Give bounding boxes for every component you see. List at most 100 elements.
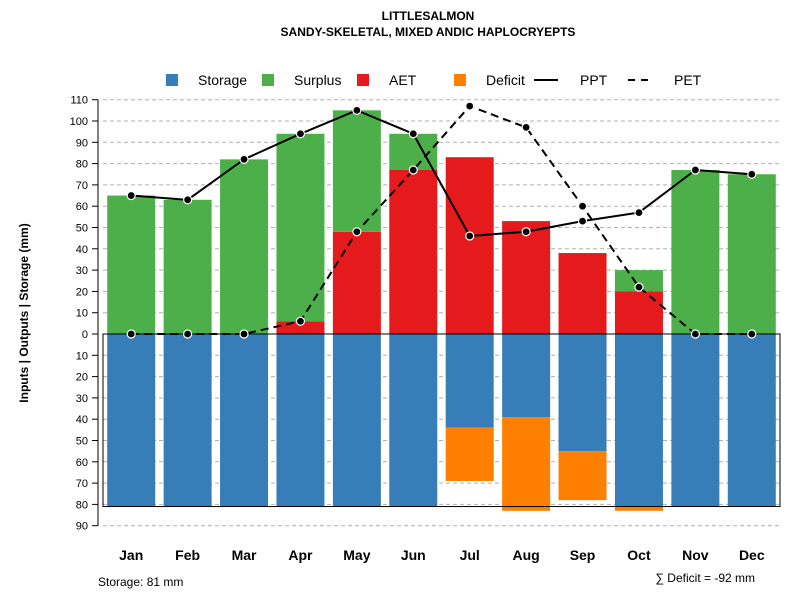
y-tick-label: 50: [76, 223, 88, 235]
pet-point: [239, 329, 249, 339]
aet-bar: [502, 221, 551, 334]
y-tick-label: 30: [76, 265, 88, 277]
ppt-point: [239, 154, 249, 164]
y-tick-label: 80: [76, 159, 88, 171]
legend-swatch: [166, 74, 178, 86]
storage-bar: [558, 334, 607, 452]
storage-bar: [332, 334, 381, 507]
legend-item: Surplus: [262, 72, 341, 88]
x-tick-label: Aug: [513, 547, 540, 563]
surplus-bar: [220, 159, 269, 334]
ppt-point: [747, 169, 757, 179]
legend-item: Deficit: [454, 72, 525, 88]
storage-bar: [727, 334, 776, 507]
axes: 0 10 20 30 40 50 60 70 80 90 100 110 10 20 30 40 50 60 70 8…: [70, 95, 765, 563]
y-tick-label: 100: [70, 116, 88, 128]
surplus-bar: [332, 110, 381, 232]
legend-label: AET: [389, 72, 417, 88]
pet-point: [634, 282, 644, 292]
ppt-point: [465, 231, 475, 241]
ppt-point: [690, 165, 700, 175]
y-tick-label: 40: [76, 414, 88, 426]
ppt-point: [126, 190, 136, 201]
legend-item: Storage: [166, 72, 247, 88]
y-tick-label: 30: [76, 393, 88, 405]
x-tick-label: Nov: [682, 547, 709, 563]
deficit-bar: [558, 451, 607, 501]
storage-bar: [276, 334, 325, 507]
y-tick-label: 70: [76, 478, 88, 490]
y-tick-label: 20: [76, 372, 88, 384]
gridlines: [103, 99, 780, 527]
pet-point: [352, 227, 362, 237]
aet-bar: [614, 291, 663, 334]
y-tick-label: 60: [76, 457, 88, 469]
chart-title: LITTLESALMON: [382, 9, 475, 23]
storage-bar: [220, 334, 269, 507]
x-tick-label: Jul: [460, 547, 480, 563]
legend-swatch: [357, 74, 369, 86]
storage-bar: [502, 334, 551, 418]
y-axis-label: Inputs | Outputs | Storage (mm): [17, 223, 31, 402]
ppt-line: [131, 109, 752, 238]
aet-bar: [558, 253, 607, 334]
bars: [102, 110, 781, 511]
ppt-point: [183, 195, 193, 205]
legend-swatch: [262, 74, 274, 86]
pet-point: [747, 329, 757, 339]
x-tick-label: Jan: [119, 547, 143, 563]
ppt-point: [295, 129, 306, 139]
pet-point: [295, 316, 306, 326]
pet-point: [183, 329, 193, 339]
pet-point: [521, 122, 531, 132]
aet-bar: [332, 231, 381, 334]
legend-swatch: [454, 74, 466, 86]
y-tick-label: 90: [76, 521, 88, 533]
ppt-point: [352, 105, 362, 115]
pet-point: [577, 201, 588, 211]
legend-label: Surplus: [294, 72, 341, 88]
aet-bar: [389, 169, 438, 334]
pet-point: [690, 329, 700, 339]
y-tick-label: 10: [76, 308, 88, 320]
storage-bar: [389, 334, 438, 507]
legend-label: Storage: [198, 72, 247, 88]
ppt-point: [521, 227, 531, 237]
y-tick-label: 80: [76, 499, 88, 511]
storage-bar: [163, 334, 212, 507]
pet-point: [126, 329, 136, 339]
ppt-point: [408, 129, 418, 139]
aet-bar: [445, 157, 494, 334]
legend: Storage Surplus AET Deficit PPT PET: [166, 72, 702, 88]
x-tick-label: Apr: [288, 547, 313, 563]
legend-label: PET: [674, 72, 702, 88]
y-tick-label: 20: [76, 286, 88, 298]
legend-item: PPT: [534, 72, 608, 88]
deficit-bar: [445, 427, 494, 481]
legend-item: AET: [357, 72, 417, 88]
surplus-bar: [727, 174, 776, 334]
legend-item: PET: [628, 72, 702, 88]
deficit-bar: [502, 417, 551, 511]
pet-point: [465, 101, 475, 111]
deficit-footer: ∑ Deficit = -92 mm: [655, 571, 755, 585]
x-tick-label: Dec: [739, 547, 765, 563]
y-tick-label: 70: [76, 180, 88, 192]
y-tick-label: 40: [76, 244, 88, 256]
y-tick-label: 60: [76, 201, 88, 213]
surplus-bar: [163, 199, 212, 334]
surplus-bar: [107, 195, 156, 334]
legend-label: PPT: [580, 72, 608, 88]
surplus-bar: [276, 133, 325, 322]
pet-point: [408, 165, 418, 175]
storage-bar: [107, 334, 156, 507]
y-tick-label: 90: [76, 137, 88, 149]
deficit-bar: [614, 506, 663, 511]
series-lines: [126, 101, 757, 339]
storage-footer: Storage: 81 mm: [98, 575, 183, 589]
x-tick-label: Jun: [401, 547, 426, 563]
y-tick-label: 50: [76, 436, 88, 448]
storage-bar: [614, 334, 663, 507]
chart-subtitle: SANDY-SKELETAL, MIXED ANDIC HAPLOCRYEPTS: [281, 25, 576, 39]
